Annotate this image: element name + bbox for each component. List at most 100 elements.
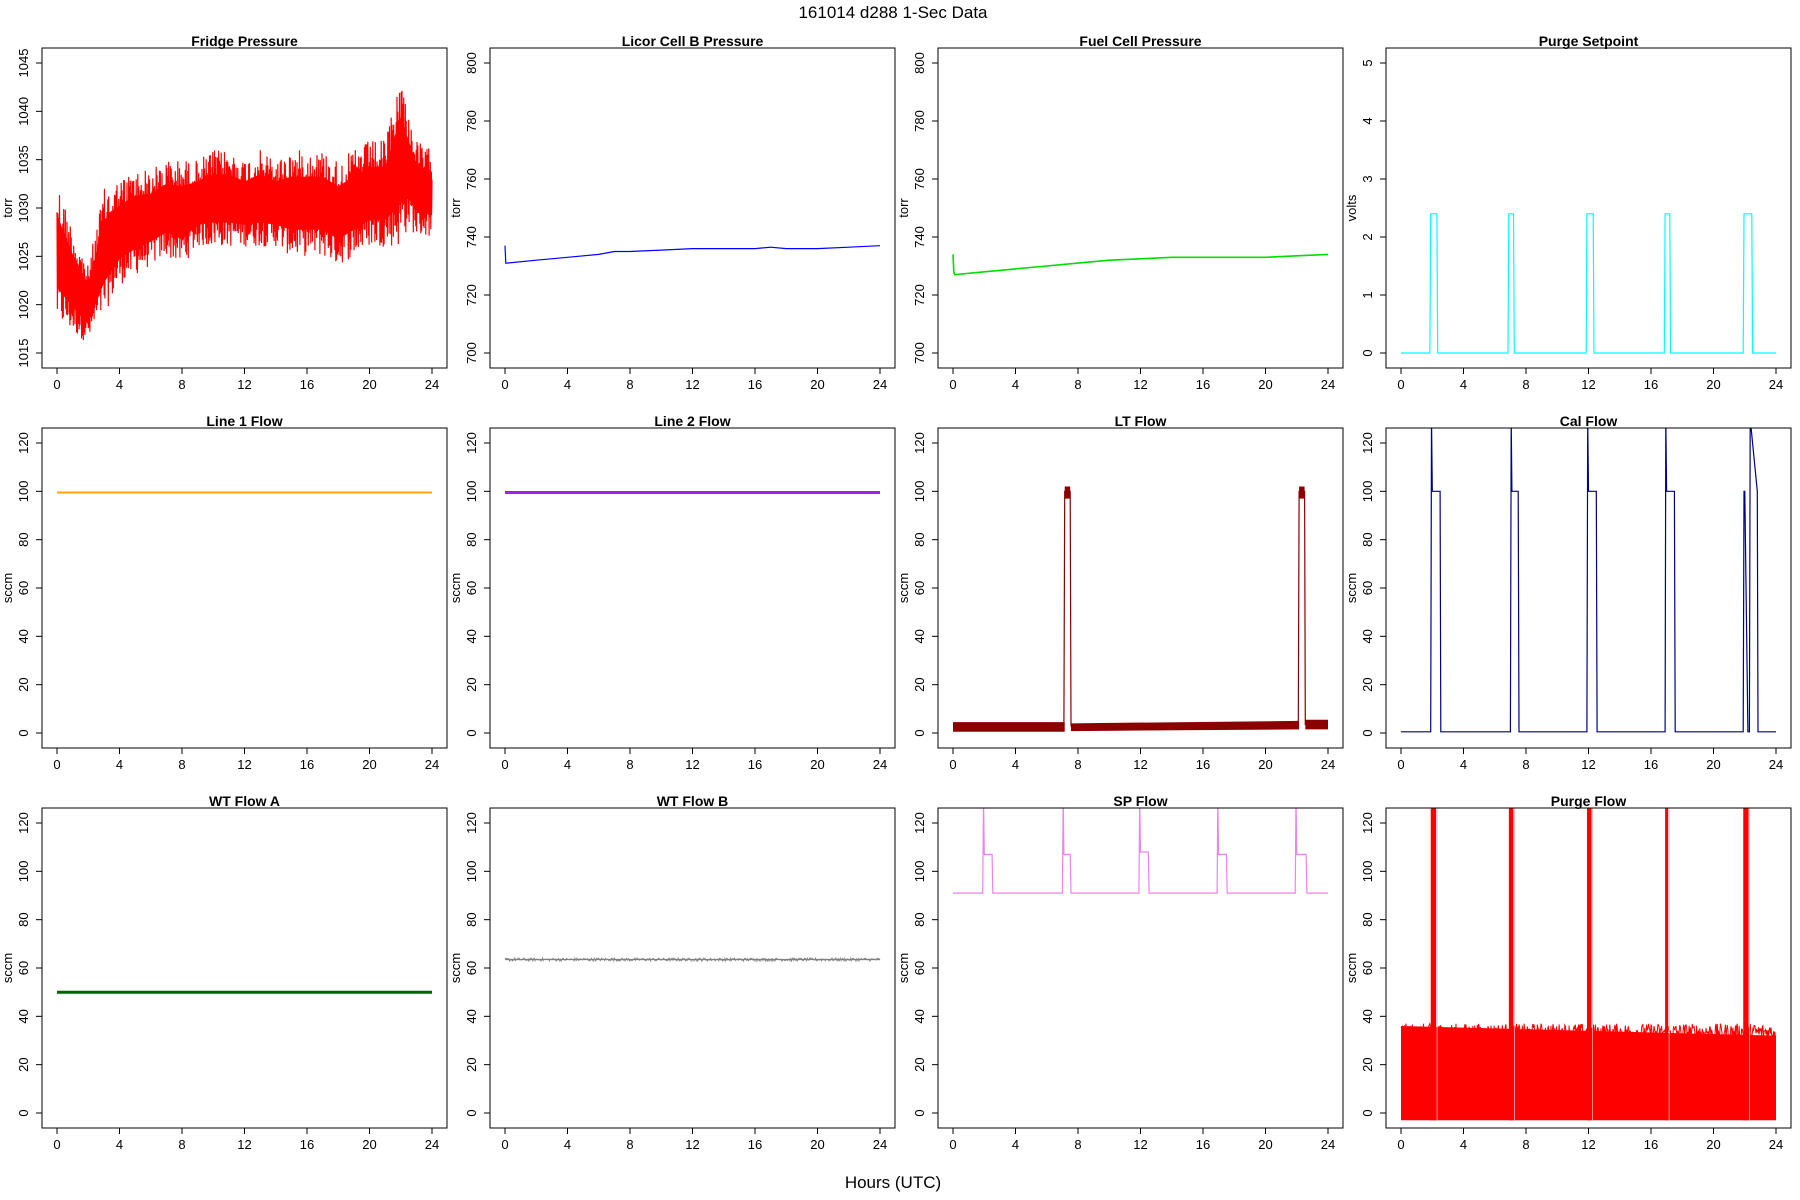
licor-cell-b-pressure-title: Licor Cell B Pressure xyxy=(622,33,764,49)
line-2-flow-xtick-label: 20 xyxy=(810,757,824,772)
wt-flow-b-series-noise xyxy=(504,956,881,963)
wt-flow-a-xtick-label: 0 xyxy=(53,1137,60,1152)
cal-flow-ylabel: sccm xyxy=(1344,573,1359,603)
line-2-flow-ytick-label: 20 xyxy=(464,677,479,691)
fridge-pressure-xtick-label: 20 xyxy=(362,377,376,392)
fridge-pressure-xtick-label: 0 xyxy=(53,377,60,392)
fridge-pressure-xtick-label: 12 xyxy=(237,377,251,392)
wt-flow-b-xtick-label: 20 xyxy=(810,1137,824,1152)
fridge-pressure-ytick-label: 1030 xyxy=(16,194,31,223)
cal-flow-series-line xyxy=(1401,428,1776,733)
line-1-flow-xtick-label: 0 xyxy=(53,757,60,772)
sp-flow-plot-area xyxy=(953,808,1328,894)
wt-flow-a-ytick-label: 80 xyxy=(16,912,31,926)
line-1-flow-xtick-label: 8 xyxy=(178,757,185,772)
lt-flow-series-line xyxy=(953,490,1328,728)
panel-fridge-pressure: Fridge Pressure torr 0 4 8 12 16 20 24 1015 1020 10… xyxy=(0,33,448,392)
lt-flow-ytick-label: 40 xyxy=(912,629,927,643)
line-1-flow-frame xyxy=(41,427,448,749)
wt-flow-b-ytick-label: 40 xyxy=(464,1009,479,1023)
line-1-flow-ytick-label: 40 xyxy=(16,629,31,643)
purge-flow-ytick-label: 100 xyxy=(1360,860,1375,882)
sp-flow-ytick-label: 20 xyxy=(912,1057,927,1071)
fuel-cell-pressure-xtick-label: 4 xyxy=(1012,377,1019,392)
sp-flow-ylabel: sccm xyxy=(896,953,911,983)
fuel-cell-pressure-ytick-label: 740 xyxy=(912,226,927,248)
purge-setpoint-series-line xyxy=(1401,213,1776,354)
wt-flow-b-title: WT Flow B xyxy=(657,793,729,809)
wt-flow-b-xtick-label: 4 xyxy=(564,1137,571,1152)
panel-lt-flow: LT Flow sccm 0 4 8 12 16 20 24 0 20 40 60 80 100 120 xyxy=(896,413,1344,772)
line-2-flow-xtick-label: 0 xyxy=(501,757,508,772)
fuel-cell-pressure-xtick-label: 16 xyxy=(1196,377,1210,392)
panel-fuel-cell-pressure: Fuel Cell Pressure torr 0 4 8 12 16 20 24 700 720 7… xyxy=(896,33,1344,392)
line-2-flow-ytick-label: 60 xyxy=(464,581,479,595)
licor-cell-b-pressure-xtick-label: 12 xyxy=(685,377,699,392)
line-1-flow-ylabel: sccm xyxy=(0,573,15,603)
licor-cell-b-pressure-ytick-label: 760 xyxy=(464,168,479,190)
purge-flow-ytick-label: 40 xyxy=(1360,1009,1375,1023)
panel-line-2-flow: Line 2 Flow sccm 0 4 8 12 16 20 24 0 20 40 60 80 100 12… xyxy=(448,413,896,772)
cal-flow-ytick-label: 20 xyxy=(1360,677,1375,691)
cal-flow-ytick-label: 0 xyxy=(1360,729,1375,736)
lt-flow-xtick-label: 20 xyxy=(1258,757,1272,772)
wt-flow-a-frame xyxy=(41,807,448,1129)
lt-flow-ytick-label: 20 xyxy=(912,677,927,691)
line-1-flow-xtick-label: 4 xyxy=(116,757,123,772)
fuel-cell-pressure-xtick-label: 0 xyxy=(949,377,956,392)
purge-flow-xtick-label: 8 xyxy=(1522,1137,1529,1152)
fuel-cell-pressure-ytick-label: 780 xyxy=(912,110,927,132)
panel-cal-flow: Cal Flow sccm 0 4 8 12 16 20 24 0 20 40 60 80 100 120 xyxy=(1344,413,1792,772)
fuel-cell-pressure-title: Fuel Cell Pressure xyxy=(1079,33,1201,49)
line-2-flow-title: Line 2 Flow xyxy=(654,413,730,429)
lt-flow-plot-area xyxy=(953,486,1328,732)
wt-flow-b-xtick-label: 24 xyxy=(873,1137,887,1152)
cal-flow-xtick-label: 20 xyxy=(1706,757,1720,772)
lt-flow-xtick-label: 4 xyxy=(1012,757,1019,772)
fuel-cell-pressure-ytick-label: 760 xyxy=(912,168,927,190)
purge-flow-title: Purge Flow xyxy=(1551,793,1627,809)
sp-flow-title: SP Flow xyxy=(1113,793,1167,809)
sp-flow-xtick-label: 4 xyxy=(1012,1137,1019,1152)
sp-flow-ytick-label: 120 xyxy=(912,812,927,834)
fuel-cell-pressure-ytick-label: 800 xyxy=(912,52,927,74)
purge-setpoint-frame xyxy=(1385,47,1792,369)
line-1-flow-ytick-label: 80 xyxy=(16,532,31,546)
wt-flow-b-ytick-label: 0 xyxy=(464,1109,479,1116)
line-1-flow-xtick-label: 20 xyxy=(362,757,376,772)
wt-flow-a-xtick-label: 20 xyxy=(362,1137,376,1152)
wt-flow-a-ytick-label: 120 xyxy=(16,812,31,834)
wt-flow-a-ytick-label: 100 xyxy=(16,860,31,882)
purge-setpoint-ytick-label: 4 xyxy=(1360,117,1375,124)
purge-setpoint-ytick-label: 5 xyxy=(1360,59,1375,66)
sp-flow-xtick-label: 16 xyxy=(1196,1137,1210,1152)
sp-flow-ytick-label: 60 xyxy=(912,961,927,975)
sp-flow-frame xyxy=(937,807,1344,1129)
lt-flow-pulse-cap xyxy=(1064,486,1071,499)
purge-flow-xtick-label: 0 xyxy=(1397,1137,1404,1152)
lt-flow-pulse-cap xyxy=(1299,486,1305,499)
purge-setpoint-ytick-label: 1 xyxy=(1360,291,1375,298)
purge-flow-xtick-label: 12 xyxy=(1581,1137,1595,1152)
panel-line-1-flow: Line 1 Flow sccm 0 4 8 12 16 20 24 0 20 40 60 80 100 12… xyxy=(0,413,448,772)
fridge-pressure-ytick-label: 1025 xyxy=(16,242,31,271)
cal-flow-ytick-label: 100 xyxy=(1360,480,1375,502)
sp-flow-ytick-label: 100 xyxy=(912,860,927,882)
licor-cell-b-pressure-plot-area xyxy=(504,245,881,264)
purge-setpoint-ylabel: volts xyxy=(1344,194,1359,221)
fridge-pressure-ytick-label: 1035 xyxy=(16,145,31,174)
sp-flow-ytick-label: 40 xyxy=(912,1009,927,1023)
licor-cell-b-pressure-ylabel: torr xyxy=(448,198,463,218)
lt-flow-xtick-label: 0 xyxy=(949,757,956,772)
figure-title: 161014 d288 1-Sec Data xyxy=(798,3,988,22)
wt-flow-a-ytick-label: 20 xyxy=(16,1057,31,1071)
fuel-cell-pressure-ytick-label: 720 xyxy=(912,284,927,306)
line-2-flow-xtick-label: 24 xyxy=(873,757,887,772)
licor-cell-b-pressure-ytick-label: 700 xyxy=(464,342,479,364)
fridge-pressure-ylabel: torr xyxy=(0,198,15,218)
purge-flow-xtick-label: 24 xyxy=(1769,1137,1783,1152)
fuel-cell-pressure-ytick-label: 700 xyxy=(912,342,927,364)
fuel-cell-pressure-series-line xyxy=(952,253,1329,276)
